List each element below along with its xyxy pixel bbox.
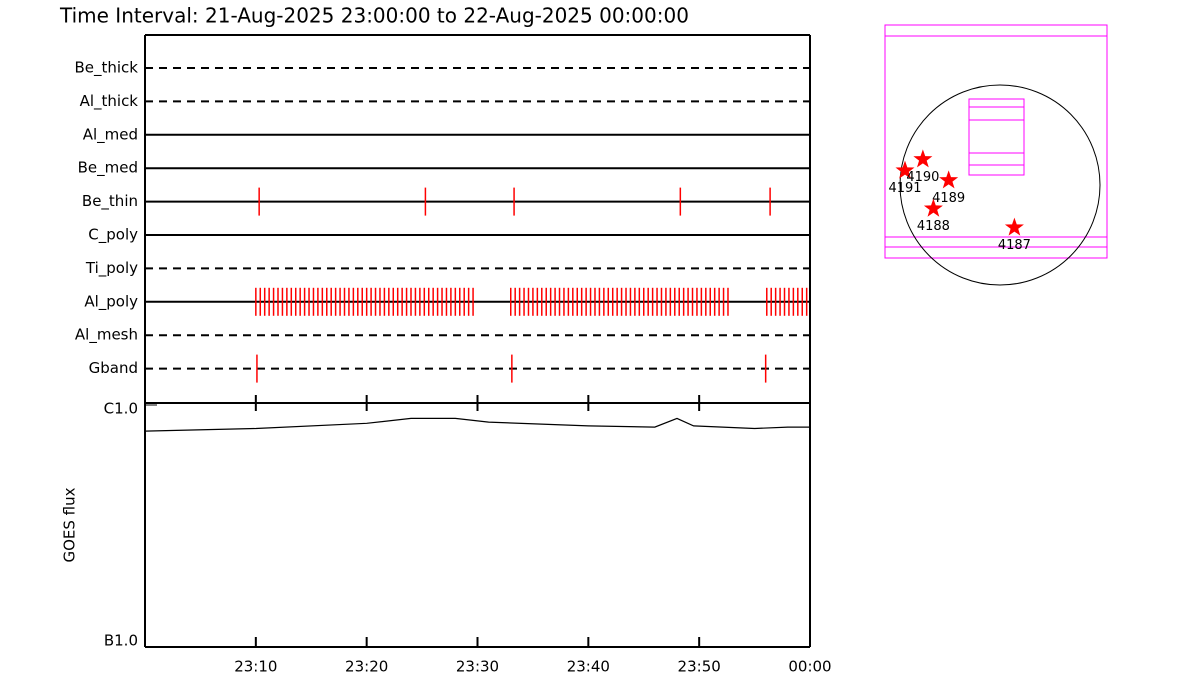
region-star	[913, 149, 933, 168]
region-label: 4187	[998, 238, 1031, 253]
region-star	[939, 170, 959, 189]
x-tick-label: 00:00	[788, 658, 831, 676]
flux-line	[144, 417, 810, 432]
solar-disk	[899, 84, 1101, 286]
row-label: Al_mesh	[75, 326, 138, 345]
x-tick-label: 23:40	[567, 658, 610, 676]
y-axis-label: GOES flux	[61, 487, 79, 562]
x-tick-label: 23:20	[345, 658, 388, 676]
x-tick-label: 23:10	[234, 658, 277, 676]
y-tick-label: C1.0	[104, 400, 138, 418]
row-label: Al_poly	[84, 292, 138, 311]
region-star	[923, 198, 943, 217]
row-label: C_poly	[88, 226, 138, 245]
row-label: Be_thick	[74, 59, 138, 78]
region-label: 4191	[888, 181, 921, 196]
x-tick-label: 23:30	[456, 658, 499, 676]
title: Time Interval: 21-Aug-2025 23:00:00 to 2…	[59, 4, 689, 28]
row-label: Be_med	[78, 159, 138, 178]
row-label: Be_thin	[82, 192, 138, 211]
row-label: Gband	[89, 359, 138, 377]
region-star	[895, 160, 915, 179]
y-tick-label: B1.0	[104, 632, 138, 650]
row-label: Al_med	[83, 125, 138, 144]
region-label: 4188	[917, 219, 950, 234]
row-label: Ti_poly	[85, 259, 138, 278]
x-tick-label: 23:50	[678, 658, 721, 676]
region-label: 4190	[906, 170, 939, 185]
region-star	[1004, 217, 1024, 236]
row-label: Al_thick	[80, 92, 139, 111]
region-label: 4189	[932, 191, 965, 206]
